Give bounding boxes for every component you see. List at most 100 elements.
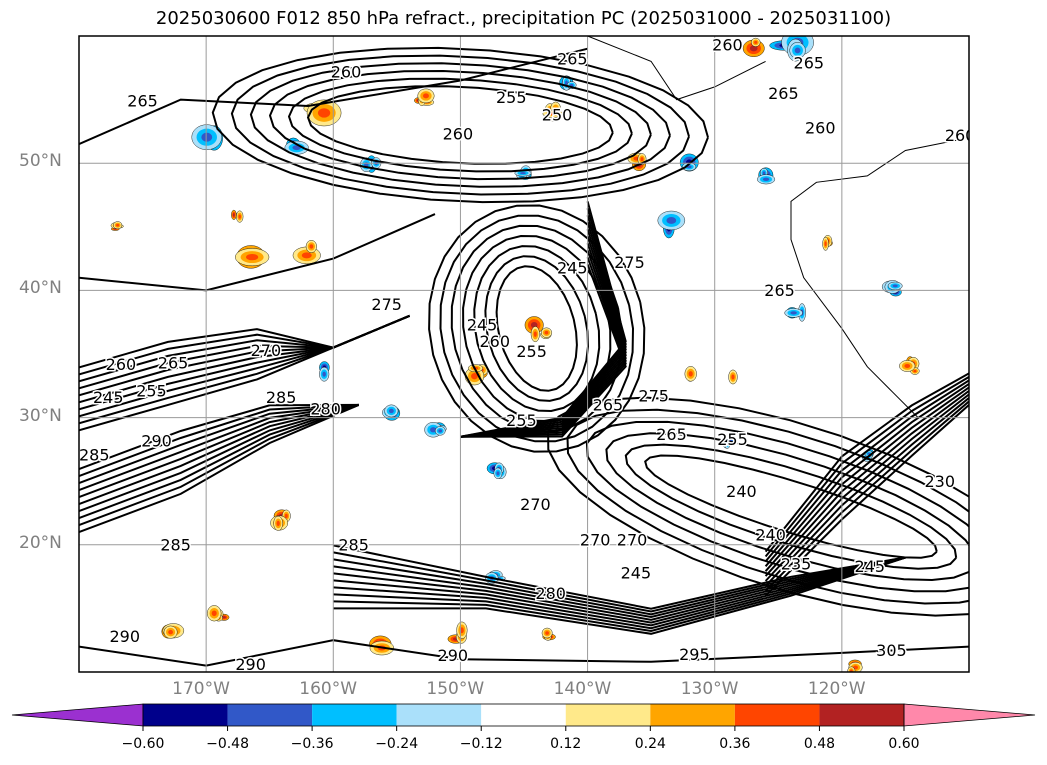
- precip-anomaly-cell: [824, 241, 827, 247]
- refractivity-contour: [79, 403, 360, 534]
- longitude-tick-label: 170°W: [172, 679, 230, 699]
- refractivity-contour: [306, 85, 614, 165]
- precip-anomaly-cell: [430, 427, 437, 433]
- precip-anomaly-cell: [867, 452, 871, 455]
- refractivity-contour: [644, 454, 938, 559]
- contour-label: 270: [580, 530, 611, 549]
- refractivity-contour: [79, 403, 359, 492]
- refractivity-contour: [764, 372, 969, 553]
- refractivity-contour: [460, 249, 627, 438]
- colorbar-segment: [227, 704, 313, 726]
- precip-anomaly-cell: [211, 610, 217, 617]
- contour-label: 265: [794, 53, 825, 72]
- contour-label: 290: [235, 655, 266, 674]
- precip-anomaly-cell: [913, 369, 917, 373]
- contour-label: 235: [781, 555, 812, 574]
- contour-label: 275: [638, 387, 669, 406]
- precip-anomaly-cell: [388, 408, 394, 414]
- contour-label: 275: [371, 295, 402, 314]
- precip-anomaly-cell: [688, 371, 693, 377]
- colorbar-tick-label: −0.12: [459, 736, 503, 752]
- precip-anomaly-cell: [790, 311, 797, 315]
- precip-anomaly-cell: [726, 442, 729, 446]
- contour-label: 255: [717, 430, 748, 449]
- refractivity-contour: [333, 556, 906, 619]
- contour-label: 265: [557, 50, 588, 69]
- refractivity-contour: [333, 556, 906, 630]
- refractivity-contour: [764, 376, 969, 558]
- colorbar-segment: [396, 704, 482, 726]
- contour-label: 265: [768, 84, 799, 103]
- latitude-tick-label: 30°N: [19, 405, 62, 426]
- contour-label: 260: [479, 332, 510, 351]
- longitude-tick-label: 140°W: [553, 679, 612, 699]
- contour-label: 260: [805, 118, 836, 137]
- contour-label: 255: [516, 342, 547, 361]
- refractivity-contour: [460, 242, 627, 438]
- refractivity-contour: [495, 265, 578, 392]
- refractivity-contour: [230, 54, 690, 196]
- refractivity-contours: [79, 46, 969, 667]
- colorbar-tick-label: 0.24: [634, 736, 666, 752]
- precip-anomaly-cell: [640, 157, 644, 162]
- refractivity-contour: [764, 383, 969, 567]
- colorbar-segment: [734, 704, 820, 726]
- contour-label: 260: [945, 126, 976, 145]
- contour-label: 265: [764, 281, 795, 300]
- contour-label: 290: [109, 627, 140, 646]
- refractivity-contour: [333, 556, 906, 624]
- precip-anomaly-cell: [459, 627, 464, 634]
- refractivity-contour: [460, 208, 627, 438]
- refractivity-contour: [333, 556, 906, 627]
- contour-label: 250: [542, 106, 573, 125]
- contour-labels: 265 260 255 250 265 260 260 265 265 260 260 275 275 2…: [79, 36, 976, 674]
- precip-anomaly-cell: [731, 374, 735, 380]
- precip-anomaly-cell: [471, 372, 478, 380]
- refractivity-contour: [460, 235, 627, 438]
- colorbar-segment: [650, 704, 735, 726]
- precip-anomaly-cell: [301, 252, 312, 259]
- contour-label: 240: [755, 525, 786, 544]
- colorbar: [11, 703, 1036, 731]
- refractivity-contour: [268, 69, 652, 181]
- contour-label: 285: [338, 536, 369, 555]
- contour-label: 265: [158, 354, 189, 373]
- contour-label: 265: [127, 92, 158, 111]
- contour-label: 255: [496, 88, 527, 107]
- precip-anomaly-cell: [438, 429, 443, 433]
- precip-anomaly-cell: [222, 616, 226, 619]
- precip-anomaly-cell: [892, 284, 898, 288]
- precip-anomaly-cell: [322, 371, 326, 377]
- refractivity-contour: [333, 556, 906, 621]
- colorbar-segment: [565, 704, 651, 726]
- contour-label: 305: [876, 641, 907, 660]
- refractivity-contour: [79, 213, 436, 292]
- coastline-segment: [587, 36, 766, 101]
- refractivity-contour: [333, 551, 906, 613]
- latitude-tick-label: 40°N: [19, 278, 62, 299]
- contour-label: 280: [535, 584, 566, 603]
- precip-anomaly-cell: [762, 171, 766, 175]
- refractivity-contour: [764, 397, 969, 587]
- refractivity-contour: [333, 556, 906, 635]
- contour-label: 285: [266, 388, 297, 407]
- contour-label: 290: [141, 431, 172, 450]
- longitude-tick-label: 120°W: [807, 679, 866, 699]
- refractivity-contour: [79, 403, 359, 506]
- precip-anomaly-cell: [794, 47, 801, 54]
- refractivity-contour: [428, 204, 646, 453]
- precip-anomaly-cell: [422, 93, 429, 99]
- contour-label: 280: [310, 399, 341, 418]
- refractivity-contour: [450, 224, 623, 433]
- refractivity-contour: [79, 314, 410, 369]
- lat-lon-grid: [79, 36, 969, 672]
- refractivity-contour: [79, 403, 359, 478]
- precip-anomaly-cell: [853, 665, 858, 670]
- precip-anomaly-cell: [549, 112, 557, 116]
- precip-anomaly-cell: [570, 83, 574, 87]
- contour-label: 230: [924, 472, 955, 491]
- precip-anomaly-cell: [116, 223, 120, 227]
- latitude-tick-label: 50°N: [19, 151, 62, 172]
- precip-anomaly-cell: [309, 244, 314, 249]
- colorbar-tick-label: 0.36: [719, 736, 751, 752]
